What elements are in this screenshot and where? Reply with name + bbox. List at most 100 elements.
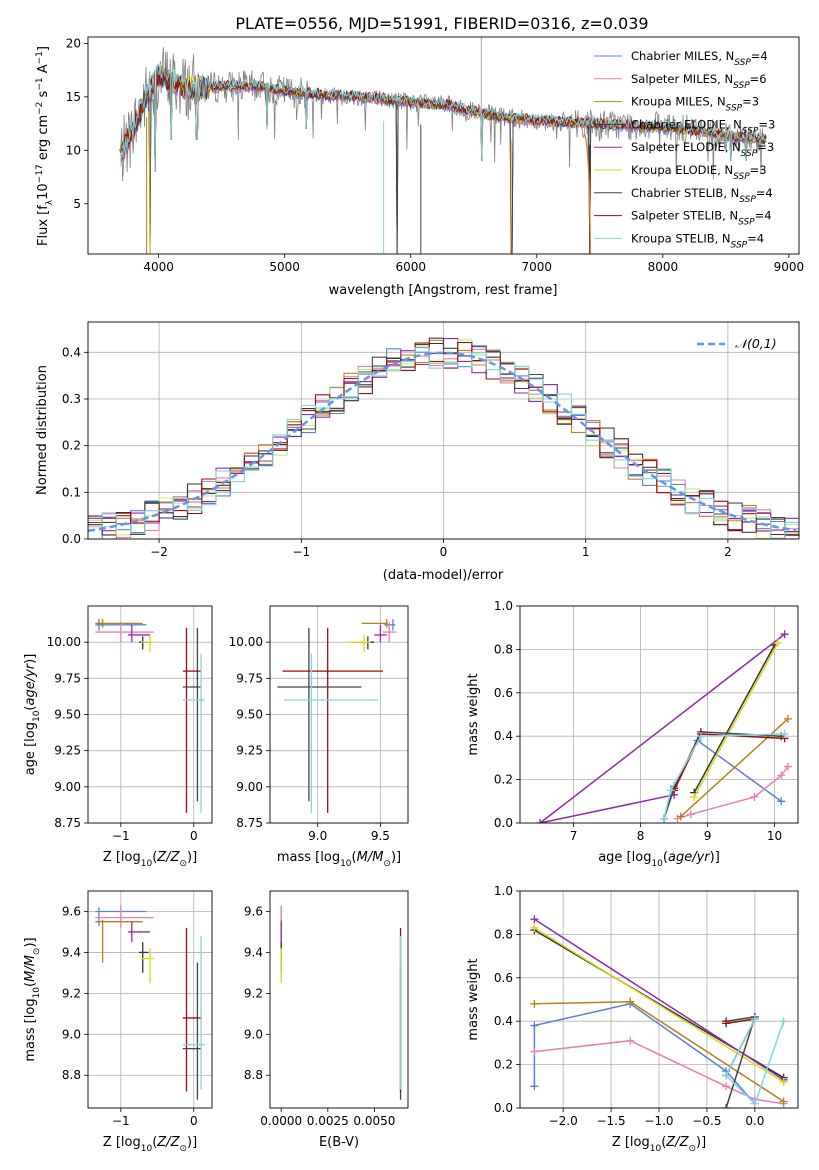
y-axis-label: age [log10(age/yr)] bbox=[23, 654, 42, 776]
legend-label: Salpeter ELODIE, NSSP=3 bbox=[631, 140, 774, 159]
y-tick-label: 0.6 bbox=[494, 971, 513, 985]
x-tick-label: 0.0 bbox=[745, 1114, 764, 1128]
axes-frame bbox=[519, 890, 799, 1109]
y-tick-label: 9.50 bbox=[236, 708, 263, 722]
y-tick-label: 10.00 bbox=[47, 635, 81, 649]
weight-marker bbox=[780, 630, 789, 639]
legend-label: Kroupa MILES, NSSP=3 bbox=[631, 95, 759, 114]
weight-marker bbox=[773, 638, 782, 647]
y-tick-label: 9.25 bbox=[54, 744, 81, 758]
weight-marker bbox=[722, 1019, 731, 1028]
weight-vs-age-panel: 7 8 9 10 0.0 0.2 0.4 0.6 0.8 1.0 age [log10(age/yr… bbox=[466, 599, 799, 869]
y-axis-label: mass weight bbox=[466, 958, 481, 1040]
y-tick-label: 9.0 bbox=[244, 1027, 263, 1041]
weight-marker bbox=[779, 1017, 788, 1026]
x-tick-label: 8000 bbox=[648, 260, 679, 274]
axes-frame bbox=[87, 36, 800, 255]
y-tick-label: 8.75 bbox=[236, 816, 263, 830]
y-axis-label: Normed distribution bbox=[35, 365, 50, 495]
y-tick-label: 0.8 bbox=[494, 642, 513, 656]
y-tick-label: 8.75 bbox=[54, 816, 81, 830]
spectrum-panel: 4000 5000 6000 7000 8000 9000 5 10 15 20 Chabrier … bbox=[35, 36, 804, 298]
plot-area bbox=[95, 619, 205, 813]
y-tick-label: 10.00 bbox=[229, 635, 263, 649]
weight-line bbox=[663, 733, 785, 819]
legend-label: Kroupa ELODIE, NSSP=3 bbox=[631, 163, 767, 182]
x-tick-label: 6000 bbox=[395, 260, 426, 274]
x-tick-label: 7000 bbox=[522, 260, 553, 274]
weight-marker bbox=[722, 1082, 731, 1091]
x-tick-label: 9000 bbox=[774, 260, 805, 274]
weight-marker bbox=[530, 1082, 539, 1091]
x-axis-label: E(B-V) bbox=[319, 1135, 359, 1150]
y-axis-label: Flux [fλ10−17 erg cm−2 s−1 A−1] bbox=[35, 46, 55, 246]
x-tick-label: −1 bbox=[112, 829, 130, 843]
y-tick-label: 0.4 bbox=[62, 345, 81, 359]
x-tick-label: 7 bbox=[570, 829, 578, 843]
weight-marker bbox=[777, 771, 786, 780]
age-vs-mass-panel: 9.0 9.5 8.75 9.00 9.25 9.50 9.75 10.00 mass [log… bbox=[229, 605, 409, 869]
y-tick-label: 9.6 bbox=[62, 904, 81, 918]
plot-area bbox=[536, 630, 792, 823]
weight-marker bbox=[722, 1071, 731, 1080]
weight-line bbox=[673, 733, 785, 791]
x-tick-label: 4000 bbox=[143, 260, 174, 274]
legend-label: Chabrier MILES, NSSP=4 bbox=[631, 49, 768, 68]
plot-area bbox=[280, 905, 402, 1100]
weight-marker bbox=[666, 786, 675, 795]
x-tick-label: 9.5 bbox=[371, 829, 390, 843]
x-axis-label: mass [log10(M/M⊙)] bbox=[277, 850, 401, 869]
y-tick-label: 0.4 bbox=[494, 1014, 513, 1028]
x-tick-label: −1.0 bbox=[644, 1114, 673, 1128]
weight-marker bbox=[686, 810, 695, 819]
model-spectrum-line bbox=[120, 64, 767, 172]
age-vs-metallicity-panel: −1 0 8.75 9.00 9.25 9.50 9.75 10.00 Z [log10(Z/Z… bbox=[23, 605, 213, 869]
weight-marker bbox=[777, 797, 786, 806]
x-tick-label: −1 bbox=[112, 1114, 130, 1128]
x-axis-label: Z [log10(Z/Z⊙)] bbox=[103, 850, 197, 869]
weight-marker bbox=[626, 997, 635, 1006]
y-axis-label: mass [log10(M/M⊙)] bbox=[23, 937, 42, 1061]
weight-marker bbox=[536, 819, 545, 823]
y-tick-label: 9.2 bbox=[244, 986, 263, 1000]
x-tick-label: 5000 bbox=[269, 260, 300, 274]
axes-frame bbox=[269, 890, 409, 1109]
weight-line bbox=[693, 642, 779, 798]
weight-marker bbox=[783, 762, 792, 771]
weight-marker bbox=[696, 732, 705, 741]
y-tick-label: 0.8 bbox=[494, 927, 513, 941]
histogram-step-line bbox=[88, 337, 799, 539]
y-tick-label: 20 bbox=[66, 36, 81, 50]
plot-area bbox=[277, 619, 397, 813]
x-tick-label: 0.0000 bbox=[260, 1114, 302, 1128]
x-axis-label: wavelength [Angstrom, rest frame] bbox=[329, 283, 558, 298]
x-tick-label: 0 bbox=[190, 1114, 198, 1128]
legend-label: Salpeter STELIB, NSSP=4 bbox=[631, 209, 772, 228]
y-tick-label: 0.2 bbox=[62, 439, 81, 453]
weight-line bbox=[539, 633, 786, 823]
weight-marker bbox=[779, 1077, 788, 1086]
y-tick-label: 9.4 bbox=[62, 945, 81, 959]
x-axis-label: Z [log10(Z/Z⊙)] bbox=[612, 1135, 706, 1154]
y-tick-label: 0.2 bbox=[494, 1058, 513, 1072]
legend-label: Chabrier STELIB, NSSP=4 bbox=[631, 186, 773, 205]
x-tick-label: 10 bbox=[767, 829, 782, 843]
x-tick-label: 0 bbox=[440, 545, 448, 559]
y-tick-label: 9.4 bbox=[244, 945, 263, 959]
x-tick-label: 0.0025 bbox=[307, 1114, 349, 1128]
y-tick-label: 9.00 bbox=[236, 780, 263, 794]
weight-marker bbox=[660, 814, 669, 823]
y-tick-label: 0.0 bbox=[494, 816, 513, 830]
plot-area bbox=[119, 37, 767, 254]
x-tick-label: 2 bbox=[724, 545, 732, 559]
x-axis-label: (data-model)/error bbox=[383, 568, 504, 583]
plot-area bbox=[530, 915, 788, 1108]
legend-label: 𝒩(0,1) bbox=[735, 336, 777, 351]
y-tick-label: 5 bbox=[73, 197, 81, 211]
x-tick-label: 0 bbox=[190, 829, 198, 843]
weight-marker bbox=[783, 714, 792, 723]
y-tick-label: 1.0 bbox=[494, 599, 513, 613]
weight-vs-metallicity-panel: −2.0 −1.5 −1.0 −0.5 0.0 0.0 0.2 0.4 0.6 0.8 1.0 Z [… bbox=[466, 884, 799, 1154]
model-spectrum-line bbox=[120, 64, 767, 254]
